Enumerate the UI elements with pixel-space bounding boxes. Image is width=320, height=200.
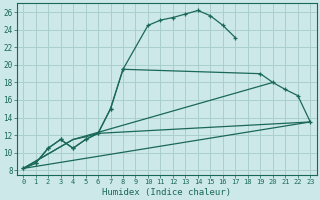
X-axis label: Humidex (Indice chaleur): Humidex (Indice chaleur) — [102, 188, 231, 197]
